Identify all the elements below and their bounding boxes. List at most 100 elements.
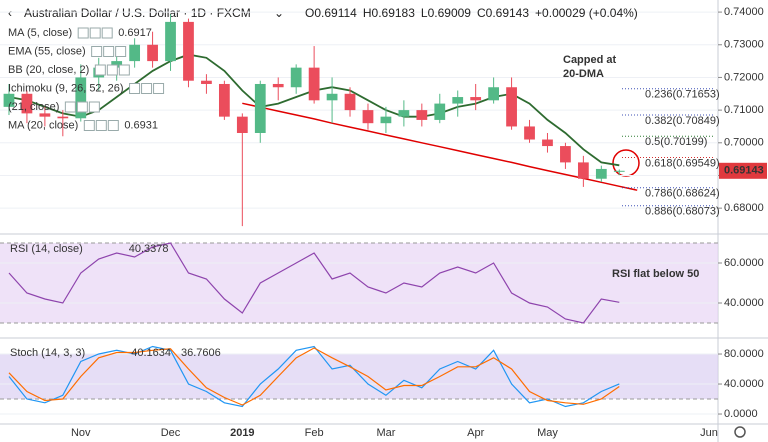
candle-body [595, 168, 607, 179]
indicator-name: BB (20, close, 2) [8, 64, 89, 76]
indicator-name: MA (20, close) [8, 119, 78, 131]
fib-label: 0.382(0.70849) [645, 115, 720, 127]
indicator-title: Stoch (14, 3, 3) [10, 347, 85, 359]
y-tick-label: 0.0000 [724, 408, 758, 420]
highlight-circle [612, 149, 640, 177]
indicator-button[interactable] [115, 46, 127, 57]
indicator-value: 0.6931 [124, 119, 158, 131]
indicator-value: 36.7606 [181, 347, 221, 359]
indicator-button[interactable] [103, 46, 115, 57]
candle-body [57, 116, 69, 119]
candle-body [362, 110, 374, 124]
candle-body [183, 21, 194, 81]
y-tick-label: 80.0000 [724, 348, 764, 360]
fib-label: 0.886(0.68073) [645, 206, 720, 218]
candle-body [470, 97, 482, 101]
candle-body [75, 77, 87, 119]
indicator-button[interactable] [94, 64, 106, 76]
line-series [8, 345, 620, 408]
x-tick-label: Nov [71, 427, 91, 439]
dropdown-arrow[interactable]: ⌄ [274, 6, 284, 20]
fib-label: 0.5(0.70199) [645, 136, 707, 148]
last-price-label: 0.69143 [724, 165, 764, 177]
ohlc-value: 0.69183 [372, 6, 416, 20]
indicator-button[interactable] [106, 64, 118, 76]
y-tick-label: 0.71000 [724, 104, 764, 116]
indicator-button[interactable] [129, 83, 141, 94]
ohlc-value: 0.69114 [314, 6, 357, 20]
candle-body [398, 110, 410, 117]
ohlc-letter: O [305, 6, 314, 20]
candle-body [147, 44, 158, 62]
candle-body [254, 83, 266, 133]
indicator-button[interactable] [153, 83, 165, 94]
candle-body [524, 126, 535, 140]
indicator-value: 40.1634 [131, 347, 171, 359]
pane: 0.74000 0.73000 0.72000 0.71000 0.70000 0.690… [0, 6, 767, 227]
candle-body [290, 67, 302, 88]
indicator-button[interactable] [95, 120, 107, 131]
indicator-button[interactable] [77, 27, 89, 39]
candle-body [506, 87, 517, 127]
candle-body [344, 93, 356, 111]
indicator-name: (21, close) [8, 101, 59, 113]
candle-body [21, 93, 33, 114]
candle-body [560, 146, 571, 163]
indicator-button[interactable] [107, 120, 119, 131]
pane: 60.0000 40.0000 RSI (14, close) 40.3378 RSI … [0, 242, 764, 324]
collapse-arrow[interactable]: ‹ [8, 6, 12, 20]
indicator-button[interactable] [141, 83, 153, 94]
indicator-name: EMA (55, close) [8, 45, 86, 57]
indicator-title: RSI (14, close) [10, 243, 83, 255]
indicator-value: 40.3378 [129, 243, 169, 255]
annotation: Capped at [563, 54, 617, 66]
y-tick-label: 0.70000 [724, 137, 764, 149]
price-change: +0.00029 (+0.04%) [535, 6, 638, 20]
indicator-name: Ichimoku (9, 26, 52, 26) [8, 82, 124, 94]
y-tick-label: 0.73000 [724, 39, 764, 51]
band [0, 243, 718, 323]
y-tick-label: 60.0000 [724, 257, 764, 269]
candle-body [380, 116, 392, 124]
x-tick-label: Jun [700, 427, 718, 439]
indicator-button[interactable] [101, 27, 113, 39]
last-price-tag [719, 162, 767, 179]
ohlc-letter: H [363, 6, 372, 20]
indicator-button[interactable] [91, 46, 103, 57]
pane: 80.0000 40.0000 0.0000 Stoch (14, 3, 3) 40.1… [0, 345, 764, 420]
candle-body [218, 83, 230, 117]
y-tick-label: 0.74000 [724, 6, 764, 18]
candle-body [416, 110, 428, 120]
indicator-name: MA (5, close) [8, 27, 72, 39]
y-tick-label: 40.0000 [724, 297, 764, 309]
x-tick-label: 2019 [230, 427, 254, 439]
indicator-button[interactable] [89, 27, 101, 39]
x-tick-label: Apr [467, 427, 484, 439]
annotation: 20-DMA [563, 68, 604, 80]
candle-body [236, 116, 248, 133]
candle-body [542, 139, 553, 147]
line-series [242, 102, 638, 191]
settings-icon[interactable] [734, 426, 746, 438]
fib-label: 0.236(0.71653) [645, 89, 720, 101]
candle-body [613, 170, 625, 172]
ohlc-letter: C [477, 6, 486, 20]
candle-body [577, 162, 589, 179]
band [0, 354, 718, 400]
candle-body [165, 21, 176, 62]
indicator-button[interactable] [76, 101, 88, 113]
indicator-button[interactable] [88, 101, 100, 113]
candle-body [308, 67, 320, 101]
line-series [8, 347, 620, 406]
x-tick-label: Mar [376, 427, 395, 439]
candle-body [326, 93, 338, 101]
candle-body [111, 61, 123, 68]
indicator-button[interactable] [64, 101, 76, 113]
fib-label: 0.618(0.69549) [645, 157, 720, 169]
indicator-button[interactable] [83, 120, 95, 131]
fib-label: 0.786(0.68624) [645, 188, 720, 200]
candle-body [452, 97, 464, 104]
indicator-button[interactable] [118, 64, 130, 76]
candle-body [39, 113, 51, 117]
